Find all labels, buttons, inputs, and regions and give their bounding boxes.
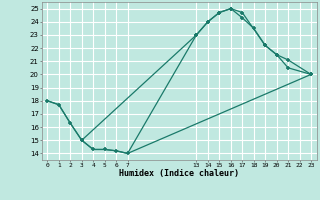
X-axis label: Humidex (Indice chaleur): Humidex (Indice chaleur) xyxy=(119,169,239,178)
